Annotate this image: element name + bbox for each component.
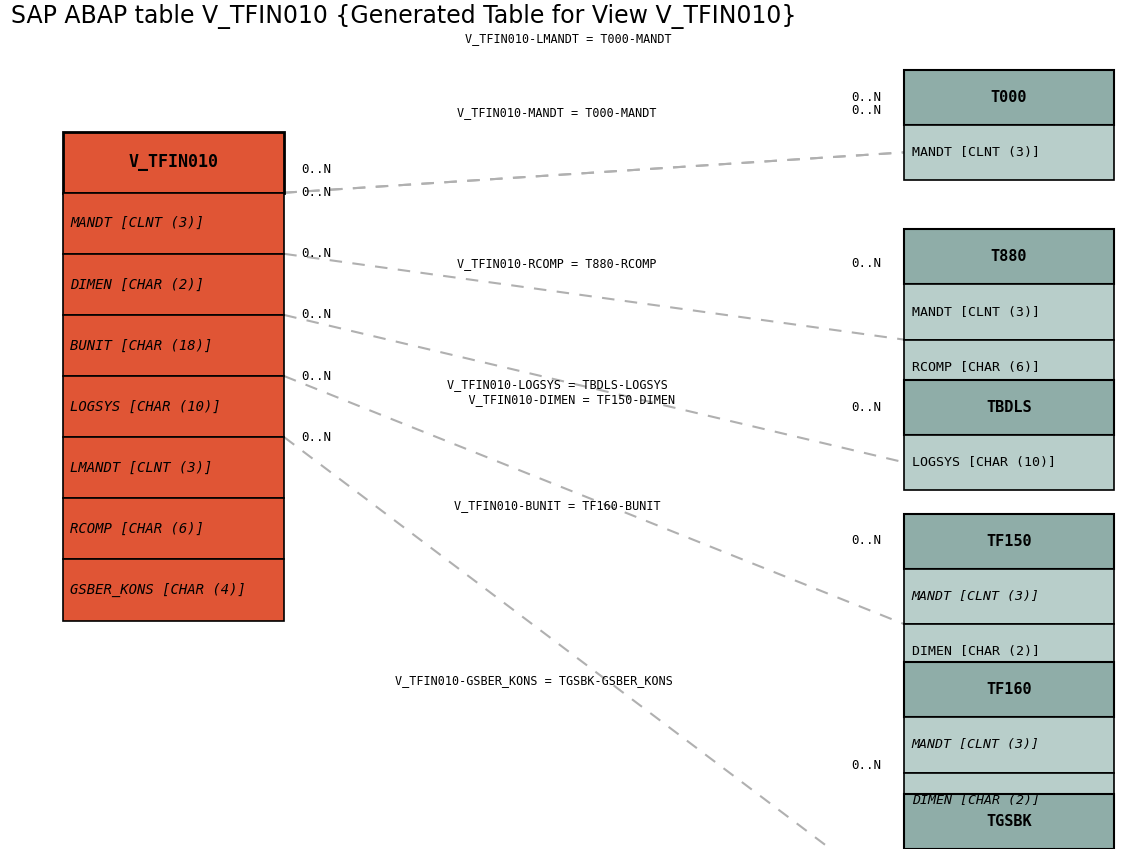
Text: V_TFIN010-RCOMP = T880-RCOMP: V_TFIN010-RCOMP = T880-RCOMP bbox=[457, 256, 657, 270]
Text: MANDT [CLNT (3)]: MANDT [CLNT (3)] bbox=[912, 590, 1040, 603]
Bar bbox=[63, 437, 284, 498]
Bar bbox=[904, 70, 1114, 125]
Text: 0..N: 0..N bbox=[852, 256, 881, 270]
Bar bbox=[904, 662, 1114, 717]
Text: TF160: TF160 bbox=[986, 683, 1032, 697]
Text: 0..N: 0..N bbox=[301, 369, 331, 383]
Bar bbox=[904, 717, 1114, 773]
Text: SAP ABAP table V_TFIN010 {Generated Table for View V_TFIN010}: SAP ABAP table V_TFIN010 {Generated Tabl… bbox=[11, 4, 797, 29]
Text: MANDT [CLNT (3)]: MANDT [CLNT (3)] bbox=[70, 216, 205, 230]
Text: 0..N: 0..N bbox=[852, 91, 881, 104]
Text: 0..N: 0..N bbox=[301, 430, 331, 444]
Text: TGSBK: TGSBK bbox=[986, 814, 1032, 829]
Text: LMANDT [CLNT (3)]: LMANDT [CLNT (3)] bbox=[70, 461, 213, 475]
Text: V_TFIN010-LOGSYS = TBDLS-LOGSYS
    V_TFIN010-DIMEN = TF150-DIMEN: V_TFIN010-LOGSYS = TBDLS-LOGSYS V_TFIN01… bbox=[440, 379, 674, 406]
Bar bbox=[63, 315, 284, 376]
Text: 0..N: 0..N bbox=[852, 534, 881, 548]
Text: RCOMP [CHAR (6)]: RCOMP [CHAR (6)] bbox=[912, 361, 1040, 374]
Text: 0..N: 0..N bbox=[301, 308, 331, 322]
Text: MANDT [CLNT (3)]: MANDT [CLNT (3)] bbox=[912, 739, 1040, 751]
Text: MANDT [CLNT (3)]: MANDT [CLNT (3)] bbox=[912, 306, 1040, 318]
Bar bbox=[904, 773, 1114, 828]
Bar bbox=[63, 254, 284, 315]
Text: V_TFIN010-GSBER_KONS = TGSBK-GSBER_KONS: V_TFIN010-GSBER_KONS = TGSBK-GSBER_KONS bbox=[396, 674, 673, 688]
Bar bbox=[904, 514, 1114, 569]
Text: T000: T000 bbox=[990, 90, 1028, 104]
Text: V_TFIN010-BUNIT = TF160-BUNIT: V_TFIN010-BUNIT = TF160-BUNIT bbox=[454, 498, 661, 512]
Text: V_TFIN010-LMANDT = T000-MANDT: V_TFIN010-LMANDT = T000-MANDT bbox=[465, 31, 672, 45]
Bar bbox=[63, 559, 284, 621]
Text: DIMEN [CHAR (2)]: DIMEN [CHAR (2)] bbox=[912, 645, 1040, 658]
Bar bbox=[904, 340, 1114, 395]
Text: RCOMP [CHAR (6)]: RCOMP [CHAR (6)] bbox=[70, 522, 205, 536]
Text: V_TFIN010: V_TFIN010 bbox=[128, 153, 218, 171]
Bar bbox=[904, 794, 1114, 849]
Bar bbox=[904, 229, 1114, 284]
Bar bbox=[63, 376, 284, 437]
Text: DIMEN [CHAR (2)]: DIMEN [CHAR (2)] bbox=[912, 794, 1040, 807]
Text: BUNIT [CHAR (18)]: BUNIT [CHAR (18)] bbox=[70, 339, 213, 352]
Bar bbox=[63, 498, 284, 559]
Text: 0..N: 0..N bbox=[301, 186, 331, 200]
Bar bbox=[904, 380, 1114, 435]
Bar bbox=[63, 132, 284, 193]
Bar bbox=[904, 828, 1114, 849]
Text: DIMEN [CHAR (2)]: DIMEN [CHAR (2)] bbox=[70, 278, 205, 291]
Text: MANDT [CLNT (3)]: MANDT [CLNT (3)] bbox=[912, 146, 1040, 159]
Bar bbox=[63, 193, 284, 254]
Text: 0..N: 0..N bbox=[852, 104, 881, 117]
Text: LOGSYS [CHAR (10)]: LOGSYS [CHAR (10)] bbox=[70, 400, 222, 413]
Text: LOGSYS [CHAR (10)]: LOGSYS [CHAR (10)] bbox=[912, 456, 1056, 469]
Text: 0..N: 0..N bbox=[301, 247, 331, 261]
Text: T880: T880 bbox=[990, 250, 1028, 264]
Text: V_TFIN010-MANDT = T000-MANDT: V_TFIN010-MANDT = T000-MANDT bbox=[457, 105, 657, 119]
Text: TBDLS: TBDLS bbox=[986, 400, 1032, 414]
Bar bbox=[904, 125, 1114, 180]
Text: 0..N: 0..N bbox=[852, 401, 881, 414]
Text: TF150: TF150 bbox=[986, 534, 1032, 548]
Text: GSBER_KONS [CHAR (4)]: GSBER_KONS [CHAR (4)] bbox=[70, 583, 247, 597]
Bar bbox=[904, 284, 1114, 340]
Bar bbox=[904, 624, 1114, 679]
Bar bbox=[904, 569, 1114, 624]
Text: 0..N: 0..N bbox=[852, 759, 881, 773]
Text: 0..N: 0..N bbox=[301, 163, 331, 177]
Bar bbox=[904, 435, 1114, 490]
